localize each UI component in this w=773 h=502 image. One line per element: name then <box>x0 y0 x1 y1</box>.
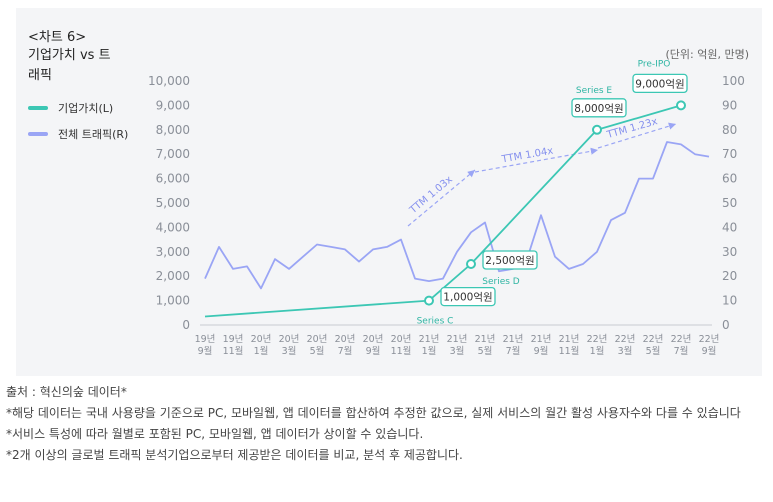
valuation-label-box <box>440 286 496 307</box>
right-axis-tick-label: 70 <box>722 147 737 161</box>
x-tick-label-month: 3월 <box>450 345 465 357</box>
left-axis-tick-label: 3,000 <box>156 245 190 259</box>
x-tick-label-month: 9월 <box>702 345 717 357</box>
x-tick-label-year: 21년 <box>531 334 552 345</box>
funding-round-label: Series E <box>576 86 613 96</box>
valuation-point-marker <box>466 259 476 269</box>
x-tick-label-year: 19년 <box>223 334 244 345</box>
valuation-point-marker <box>424 295 434 306</box>
left-axis-tick-label: 5,000 <box>156 196 190 210</box>
x-tick-label-month: 3월 <box>282 345 297 357</box>
funding-round-label: Pre-IPO <box>638 59 671 69</box>
valuation-label-box <box>482 250 538 270</box>
x-tick-label-year: 22년 <box>671 334 692 345</box>
left-axis-tick-label: 4,000 <box>156 220 190 234</box>
x-tick-label-month: 7월 <box>338 345 353 357</box>
x-tick-label-year: 20년 <box>391 334 412 345</box>
right-axis-tick-label: 90 <box>722 98 737 112</box>
x-tick-label-month: 5월 <box>646 345 661 357</box>
note-3: *2개 이상의 글로벌 트래픽 분석기업으로부터 제공받은 데이터를 비교, 분… <box>6 448 463 462</box>
note-1: *해당 데이터는 국내 사용량을 기준으로 PC, 모바일웹, 앱 데이터를 합… <box>6 406 741 420</box>
x-tick-label-year: 20년 <box>363 334 384 345</box>
right-axis-tick-label: 20 <box>722 269 737 283</box>
legend-swatch-valuation <box>28 106 48 110</box>
chart-number-label: <차트 6> <box>28 30 87 45</box>
x-tick-label-year: 22년 <box>587 334 608 345</box>
left-axis-tick-label: 1,000 <box>156 294 190 308</box>
ttm-arrow <box>407 169 476 227</box>
valuation-data-label: 8,000억원 <box>574 103 623 115</box>
ttm-label: TTM 1.03x <box>407 174 455 217</box>
series-line-traffic <box>204 141 710 290</box>
right-axis-tick-label: 0 <box>722 318 730 332</box>
x-tick-label-month: 9월 <box>366 345 381 357</box>
x-tick-label-year: 21년 <box>447 334 468 345</box>
right-axis-tick-label: 30 <box>722 245 737 259</box>
valuation-label-box <box>571 98 627 118</box>
left-axis-tick-label: 2,000 <box>156 269 190 283</box>
legend-item-valuation: 기업가치(L) <box>28 100 148 116</box>
legend-item-traffic: 전체 트래픽(R) <box>28 126 148 142</box>
valuation-label-box <box>632 73 688 94</box>
legend-swatch-traffic <box>28 132 48 136</box>
x-tick-label-month: 1월 <box>422 345 437 357</box>
right-axis-tick-label: 50 <box>722 196 737 210</box>
x-tick-label-year: 21년 <box>559 334 580 345</box>
x-tick-label-year: 20년 <box>251 334 272 345</box>
x-tick-label-year: 22년 <box>643 334 664 345</box>
note-source: 출처 : 혁신의숲 데이터* <box>6 385 127 399</box>
x-tick-label-month: 1월 <box>254 345 269 357</box>
x-tick-label-year: 22년 <box>699 334 720 345</box>
left-axis-tick-label: 8,000 <box>156 123 190 137</box>
left-axis-tick-label: 6,000 <box>156 172 190 186</box>
x-tick-label-year: 20년 <box>335 334 356 345</box>
funding-round-label: Series C <box>417 317 454 327</box>
valuation-point-marker <box>676 100 686 111</box>
x-tick-label-month: 7월 <box>674 345 689 357</box>
valuation-data-label: 1,000억원 <box>443 292 492 304</box>
x-tick-label-month: 9월 <box>198 345 213 357</box>
x-tick-label-month: 3월 <box>618 345 633 357</box>
x-tick-label-month: 1월 <box>590 345 605 357</box>
unit-note: (단위: 억원, 만명) <box>665 48 750 61</box>
legend-label-traffic: 전체 트래픽(R) <box>58 128 129 141</box>
chart-svg: 0 1,000 2,000 3,000 4,000 5,000 6,000 7,000 8,00… <box>148 59 745 357</box>
x-tick-label-month: 7월 <box>506 345 521 357</box>
x-tick-label-month: 5월 <box>310 345 325 357</box>
left-axis-tick-label: 7,000 <box>156 147 190 161</box>
x-tick-label-year: 21년 <box>475 334 496 345</box>
left-axis-tick-label: 9,000 <box>156 98 190 112</box>
x-tick-label-month: 11월 <box>559 345 580 357</box>
x-tick-label-month: 11월 <box>391 345 412 357</box>
chart-panel <box>16 8 762 376</box>
footnotes: 출처 : 혁신의숲 데이터* *해당 데이터는 국내 사용량을 기준으로 PC,… <box>6 384 762 468</box>
x-tick-label-year: 21년 <box>503 334 524 345</box>
note-2: *서비스 특성에 따라 월별로 포함된 PC, 모바일웹, 앱 데이터가 상이할… <box>6 427 424 441</box>
valuation-data-label: 2,500억원 <box>485 255 534 267</box>
funding-round-label: Series D <box>482 277 520 287</box>
legend-label-valuation: 기업가치(L) <box>58 102 114 115</box>
x-tick-label-month: 11월 <box>223 345 244 357</box>
valuation-data-label: 9,000억원 <box>635 78 684 90</box>
right-axis-tick-label: 80 <box>722 123 737 137</box>
x-tick-label-year: 19년 <box>195 334 216 345</box>
x-tick-label-year: 20년 <box>307 334 328 345</box>
x-tick-label-year: 21년 <box>419 334 440 345</box>
valuation-point-marker <box>592 124 602 135</box>
right-axis-tick-label: 10 <box>722 294 737 308</box>
left-axis-tick-label: 0 <box>182 318 190 332</box>
x-tick-label-year: 20년 <box>279 334 300 345</box>
chart-title: 기업가치 vs 트래픽 <box>28 48 111 83</box>
x-tick-label-year: 22년 <box>615 334 636 345</box>
right-axis-tick-label: 60 <box>722 172 737 186</box>
x-tick-label-month: 5월 <box>478 345 493 357</box>
right-axis-tick-label: 100 <box>722 74 745 88</box>
right-axis-tick-label: 40 <box>722 220 737 234</box>
left-axis-tick-label: 10,000 <box>148 74 190 88</box>
x-tick-label-month: 9월 <box>534 345 549 357</box>
